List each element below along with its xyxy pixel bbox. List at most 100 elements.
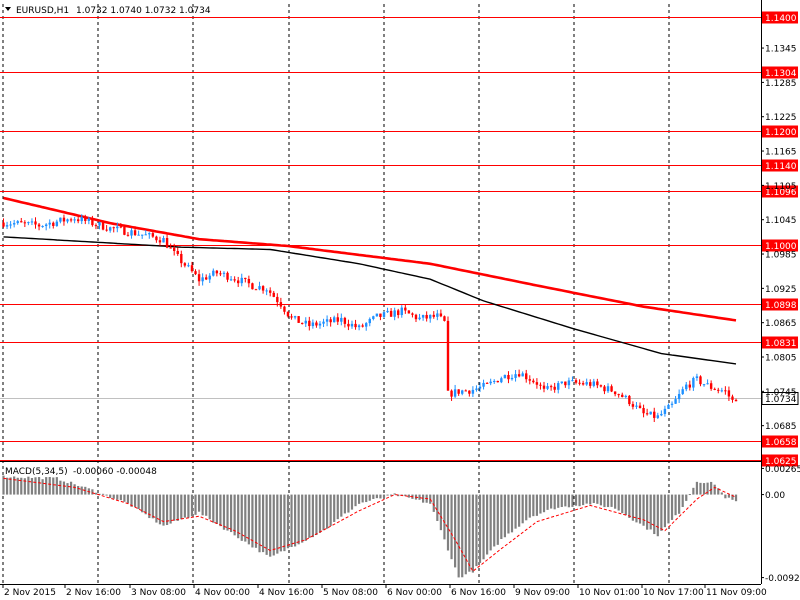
candle-body [365,323,368,327]
candle-body [421,314,425,318]
level-price-tag [762,66,798,79]
macd-histogram-bar [699,482,702,495]
candle-body [411,313,414,315]
candle-body [254,289,258,291]
price-axis: 1.1345 1.1285 1.1225 1.1165 1.1105 1.1045 1.09… [761,45,800,584]
macd-histogram-bar [318,494,322,533]
candle-body [80,217,83,222]
candle-body [290,316,293,318]
macd-histogram-bar [510,494,514,533]
macd-histogram-bar [311,494,314,538]
macd-histogram-bar [165,494,169,526]
symbol-label: EURUSD,H1 [16,6,69,16]
level-price-label: 1.1400 [765,14,797,24]
price-tick-label: 1.0745 [765,388,797,398]
macd-histogram-bar [329,494,332,526]
macd-histogram-bar [688,494,691,496]
candle-body [478,386,482,389]
candle-body [606,386,610,392]
macd-histogram-bar [283,494,286,552]
candle-body [493,380,496,382]
level-price-tag [762,11,798,24]
candle-body [158,240,162,243]
macd-histogram-bar [379,494,382,499]
macd-histogram-bar [37,477,41,495]
macd-histogram-bar [130,494,133,507]
level-lines[interactable]: 1.1400 1.1304 1.1200 1.1140 1.1096 1.1000 1.08… [0,11,799,468]
candle-body [638,405,642,408]
candle-body [621,394,624,397]
candle-body [709,383,713,389]
macd-histogram-bar [197,494,201,512]
candle-body [172,247,176,251]
macd-histogram-bar [500,494,503,540]
candle-body [101,222,105,230]
macd-histogram-bar [354,494,357,507]
candle-body [713,388,716,390]
macd-histogram-bar [599,494,603,506]
macd-histogram-bar [187,494,190,518]
candle-body [5,225,9,227]
macd-histogram-bar [297,494,300,545]
macd-signal-line [3,477,737,573]
candle-body [397,310,400,316]
macd-histogram-bar [446,494,450,551]
macd-histogram-bar [521,494,524,524]
candle-body [329,319,332,323]
macd-histogram-bar [439,494,442,531]
macd-histogram-bar [542,494,546,513]
macd-histogram-bar [365,494,368,503]
candle-body [642,407,645,414]
macd-histogram-bar [340,494,343,517]
candle-body [41,226,44,228]
candle-body [276,296,279,303]
candle-body [731,396,734,400]
candle-body [350,323,354,327]
macd-histogram-bar [123,494,126,502]
candle-body [436,313,439,317]
candle-body [368,318,371,324]
candle-body [517,374,521,377]
candle-body [194,271,197,275]
macd-indicator [2,475,738,578]
macd-histogram-bar [212,494,215,523]
level-price-tag [762,125,798,138]
macd-histogram-bar [279,494,282,552]
time-tick-label: 10 Nov 01:00 [579,588,640,598]
candle-body [596,381,599,386]
candle-body [450,390,453,397]
macd-histogram-bar [336,494,339,520]
macd-histogram-bar [532,494,535,517]
candle-body [688,384,692,388]
candle-body [247,278,251,284]
candle-body [251,283,254,290]
macd-histogram-bar [507,494,510,534]
macd-histogram-bar [375,494,378,499]
macd-histogram-bar [518,494,521,527]
macd-histogram-bar [496,494,499,545]
macd-histogram-bar [2,475,5,495]
macd-histogram-bar [240,494,243,541]
level-price-tag [762,435,798,448]
price-tick-label: 1.0685 [765,422,797,432]
macd-histogram-bar [727,494,731,498]
macd-histogram-bar [454,494,457,568]
macd-histogram-bar [468,494,471,572]
candle-body [322,321,325,324]
candle-body [599,385,603,387]
macd-histogram-bar [653,494,656,535]
macd-histogram-bar [706,482,709,495]
time-tick-label: 3 Nov 08:00 [131,588,186,598]
menu-triangle-icon[interactable] [5,7,11,11]
candle-body [461,390,464,394]
candle-body [649,411,652,415]
macd-histogram-bar [724,494,727,499]
macd-histogram-bar [567,494,571,508]
macd-histogram-bar [450,494,453,560]
macd-histogram-bar [361,494,364,503]
candle-body [375,313,379,317]
candle-body [148,233,151,235]
macd-histogram-bar [582,494,585,506]
candle-body [87,218,91,221]
